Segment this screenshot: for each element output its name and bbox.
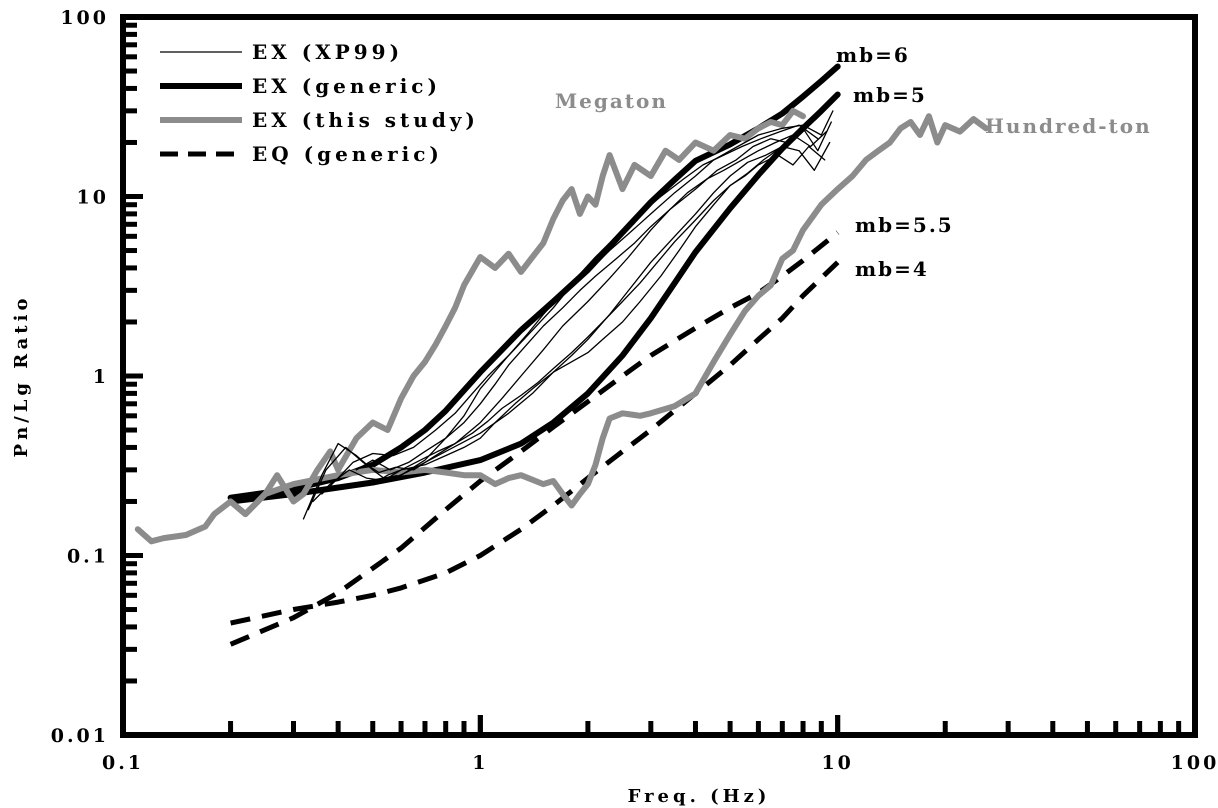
x-tick-label: 10	[821, 752, 853, 774]
y-tick-label: 1	[93, 366, 109, 388]
series-line-3	[230, 260, 840, 626]
series-layer	[134, 63, 989, 647]
x-axis-title: Freq. (Hz)	[628, 786, 771, 807]
series-line-8	[312, 141, 831, 503]
series-line-5	[134, 113, 989, 545]
y-tick-label: 0.01	[51, 725, 109, 747]
series-line-4	[227, 107, 806, 518]
legend-label: EX (XP99)	[252, 40, 403, 64]
y-axis-title: Pn/Lg Ratio	[11, 295, 32, 458]
annotation-label: mb=6	[836, 43, 910, 67]
series-line-0	[227, 63, 841, 501]
x-tick-label: 0.1	[102, 752, 144, 774]
series-line-11	[321, 124, 819, 495]
legend-label: EX (this study)	[252, 108, 479, 132]
legend-label: EQ (generic)	[252, 142, 443, 166]
series-line-12	[386, 102, 832, 479]
x-tick-label: 1	[472, 752, 488, 774]
y-tick-label: 10	[77, 187, 109, 209]
labels-layer: 0.1 1 10 100 0.01 0.1 1 10 100 Freq. (Hz) Pn/Lg Ra…	[11, 7, 1218, 807]
legend: EX (XP99) EX (generic) EX (this study) EQ (…	[160, 40, 479, 166]
x-tick-label: 100	[1171, 752, 1218, 774]
y-tick-label: 0.1	[67, 546, 109, 568]
annotation-label: Hundred-ton	[985, 114, 1152, 138]
legend-label: EX (generic)	[252, 74, 441, 98]
series-line-10	[355, 130, 828, 471]
series-line-6	[302, 110, 834, 520]
annotation-label: mb=5	[853, 83, 927, 107]
y-tick-label: 100	[60, 7, 109, 29]
series-line-2	[229, 230, 840, 647]
annotation-label: mb=4	[855, 257, 929, 281]
axes-layer	[120, 14, 1198, 738]
series-line-1	[227, 91, 841, 505]
annotation-label: mb=5.5	[855, 213, 954, 237]
annotation-label: Megaton	[555, 89, 668, 113]
series-line-7	[307, 121, 832, 511]
